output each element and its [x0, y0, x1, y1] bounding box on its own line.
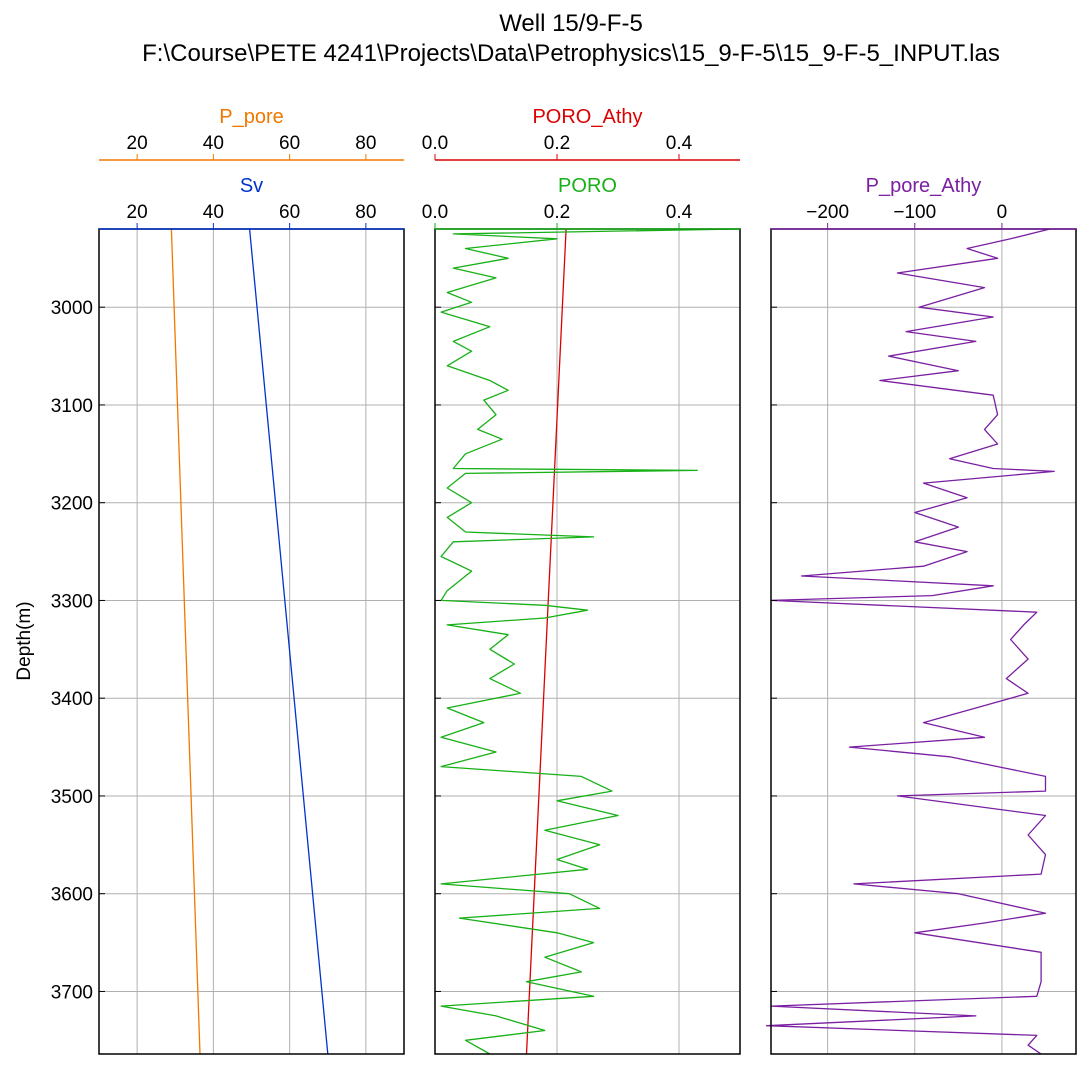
depth-tick-label: 3500: [51, 787, 93, 808]
axis-poro-athy: 0.0 0.2 0.4 PORO_Athy: [422, 106, 740, 161]
depth-tick-label: 3100: [51, 396, 93, 417]
axis-tick-label: −100: [893, 202, 936, 223]
depth-tick-label: 3700: [51, 982, 93, 1003]
figure-subtitle: F:\Course\PETE 4241\Projects\Data\Petrop…: [142, 40, 1000, 67]
track-frame: [434, 228, 741, 1055]
axis-tick-label: 40: [203, 202, 224, 223]
axis-tick-label: 0.4: [666, 133, 693, 154]
axis-tick-label: 40: [203, 133, 224, 154]
axis-tick-label: 0.2: [544, 133, 570, 154]
axis-tick-label: −200: [806, 202, 849, 223]
track-2: 0.0 0.2 0.4 PORO_Athy 0.0 0.2 0.4 PORO: [422, 106, 741, 1055]
plot-layer: 20 40 60 80 P_pore 20 40 60 80 Sv 0.0 0.2 0.4 PORO_At…: [51, 106, 1077, 1055]
track-frame: [98, 228, 405, 1055]
depth-tick-label: 3600: [51, 885, 93, 906]
axis-title: P_pore: [219, 106, 284, 128]
curve-poro: [440, 228, 741, 1055]
axis-tick-label: 80: [355, 133, 376, 154]
depth-tick-label: 3200: [51, 494, 93, 515]
depth-axis-label: Depth(m): [14, 601, 35, 680]
depth-axis: 3000 3100 3200 3300 3400 3500 3600 3700: [51, 298, 93, 1003]
axis-p-pore-athy: −200 −100 0 P_pore_Athy: [771, 175, 1076, 230]
curve-poro-athy: [525, 228, 567, 1055]
axis-tick-label: 80: [355, 202, 376, 223]
axis-poro: 0.0 0.2 0.4 PORO: [422, 175, 740, 230]
track-1: 20 40 60 80 P_pore 20 40 60 80 Sv: [98, 106, 405, 1055]
curve-p-pore: [170, 228, 201, 1055]
axis-title: PORO_Athy: [532, 106, 642, 128]
curve-p-pore-athy: [765, 228, 1055, 1055]
axis-tick-label: 20: [127, 133, 148, 154]
axis-tick-label: 0.0: [422, 202, 448, 223]
depth-tick-label: 3300: [51, 591, 93, 612]
axis-tick-label: 60: [279, 133, 300, 154]
track-3: −200 −100 0 P_pore_Athy: [765, 175, 1077, 1055]
axis-p-pore: 20 40 60 80 P_pore: [99, 106, 404, 161]
axis-tick-label: 60: [279, 202, 300, 223]
axis-tick-label: 0: [997, 202, 1008, 223]
track-frame: [770, 228, 1077, 1055]
depth-tick-label: 3000: [51, 298, 93, 319]
axis-tick-label: 0.0: [422, 133, 448, 154]
axis-tick-label: 0.2: [544, 202, 570, 223]
axis-title: P_pore_Athy: [866, 175, 982, 197]
figure-title: Well 15/9-F-5: [499, 10, 643, 37]
depth-tick-label: 3400: [51, 689, 93, 710]
axis-tick-label: 0.4: [666, 202, 693, 223]
axis-title: Sv: [240, 175, 263, 197]
axis-tick-label: 20: [127, 202, 148, 223]
curve-sv: [248, 228, 329, 1055]
axis-sv: 20 40 60 80 Sv: [99, 175, 404, 230]
axis-title: PORO: [558, 175, 617, 197]
